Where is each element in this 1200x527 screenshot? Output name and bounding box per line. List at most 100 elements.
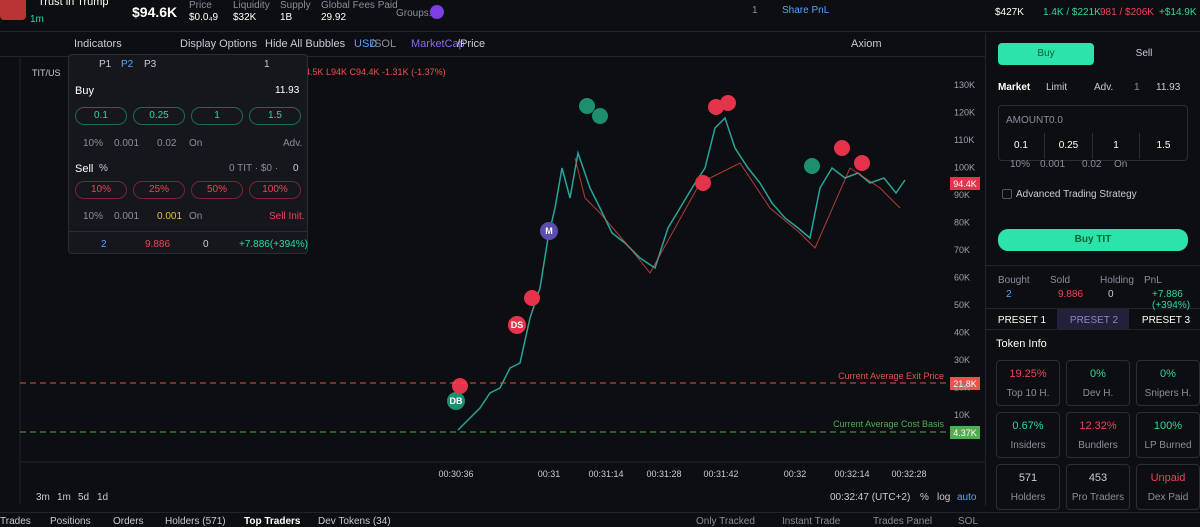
amount-pill[interactable]: 1.5 — [249, 107, 301, 125]
sell-tab[interactable]: Sell — [1135, 48, 1153, 59]
axiom[interactable]: Axiom — [851, 38, 882, 50]
preset-tab[interactable]: P3 — [144, 59, 157, 70]
log[interactable]: log — [937, 492, 951, 503]
info-card — [1136, 360, 1200, 406]
timeframe: 1m — [30, 14, 44, 25]
info-label: LP Burned — [1144, 440, 1192, 451]
divider — [69, 231, 307, 232]
range[interactable]: 1m — [57, 492, 71, 503]
preset[interactable]: PRESET 2 — [1069, 315, 1119, 326]
bubble[interactable] — [540, 222, 558, 240]
order-mode[interactable]: Adv. — [1094, 82, 1114, 93]
token-info[interactable]: Token Info — [996, 338, 1047, 350]
bubble[interactable] — [834, 140, 850, 156]
exit-tag-text: 21.8K — [953, 379, 977, 389]
exit-label: Current Average Exit Price — [838, 371, 944, 381]
bubble[interactable] — [447, 392, 465, 410]
info-value: 571 — [1018, 472, 1038, 484]
sol-label[interactable]: SOL — [374, 38, 397, 50]
range[interactable]: 3m — [36, 492, 50, 503]
bubble[interactable] — [452, 378, 468, 394]
sol[interactable]: /SOL — [371, 38, 397, 50]
buy-tab[interactable]: Buy — [998, 43, 1094, 65]
adv[interactable]: Adv. — [283, 138, 303, 149]
wallets[interactable]: 1 — [1134, 82, 1140, 93]
stat-label: Price — [189, 0, 212, 11]
tab-option[interactable]: Trades Panel — [873, 516, 933, 527]
tab[interactable]: Top Traders — [244, 516, 301, 527]
y-tick-label: 20K — [954, 383, 970, 393]
amount-option[interactable]: 1 — [1093, 133, 1140, 159]
usd[interactable]: USD — [354, 38, 378, 50]
indicators[interactable]: Indicators — [74, 38, 122, 50]
tab[interactable]: Positions — [50, 516, 91, 527]
cost-tag — [950, 426, 980, 439]
bubble[interactable] — [592, 108, 608, 124]
range[interactable]: 5d — [78, 492, 90, 503]
amount-pill[interactable]: 10% — [75, 181, 127, 199]
amount-pill[interactable]: 1 — [191, 107, 243, 125]
amount-pill[interactable]: 100% — [249, 181, 301, 199]
amount-pill[interactable]: 0.25 — [133, 107, 185, 125]
footer-stat: +7.886(+394%) — [239, 239, 308, 250]
amount-option[interactable]: 0.1 — [998, 133, 1045, 159]
range[interactable]: 1d — [97, 492, 109, 503]
bubble[interactable] — [695, 175, 711, 191]
tab-option[interactable]: Instant Trade — [782, 516, 841, 527]
amount-option[interactable]: 0.25 — [1046, 133, 1093, 159]
stat-label: Bought — [998, 275, 1030, 286]
pct[interactable]: % — [920, 492, 929, 503]
preset-tab[interactable]: P1 — [99, 59, 112, 70]
amount-pill[interactable]: 50% — [191, 181, 243, 199]
summary-buys: 1.4K / $221K — [1043, 7, 1101, 18]
sell-init[interactable]: Sell Init. — [269, 211, 305, 222]
strategy[interactable]: Advanced Trading Strategy — [1016, 189, 1137, 200]
preset-tab[interactable]: P2 — [121, 59, 134, 70]
tab-option[interactable]: Only Tracked — [696, 516, 755, 527]
share-pnl[interactable]: Share PnL — [782, 5, 830, 16]
setting: 0.001 — [1040, 159, 1066, 170]
y-tick-label: 40K — [954, 328, 970, 338]
amount-pill[interactable]: 25% — [133, 181, 185, 199]
bubble[interactable] — [854, 155, 870, 171]
display-options[interactable]: Display Options — [180, 38, 258, 50]
preset[interactable]: PRESET 3 — [1141, 315, 1191, 326]
divider — [986, 265, 1200, 266]
price[interactable]: /Price — [457, 38, 486, 50]
checkbox[interactable] — [1002, 189, 1012, 199]
bubble[interactable] — [508, 316, 526, 334]
bubble[interactable] — [579, 98, 595, 114]
tab-option[interactable]: SOL — [958, 516, 979, 527]
preset[interactable]: PRESET 1 — [997, 315, 1047, 326]
cost-label: Current Average Cost Basis — [833, 419, 944, 429]
tab[interactable]: Dev Tokens (34) — [318, 516, 391, 527]
bubble[interactable] — [720, 95, 736, 111]
tab[interactable]: Trades — [0, 516, 31, 527]
watch-count[interactable]: 1 — [752, 5, 758, 16]
buy-button[interactable]: Buy TIT — [998, 229, 1188, 251]
y-tick-label: 90K — [954, 190, 970, 200]
bubble[interactable] — [524, 290, 540, 306]
sell-info: 0 TIT · $0 · — [229, 163, 279, 174]
group-icon[interactable] — [430, 5, 444, 19]
tab[interactable]: Orders — [113, 516, 144, 527]
order-mode[interactable]: Limit — [1046, 82, 1068, 93]
hide-bubbles[interactable]: Hide All Bubbles — [265, 38, 346, 50]
stat-value: 9.886 — [1058, 289, 1084, 300]
bubble[interactable] — [804, 158, 820, 174]
stat-label: Sold — [1050, 275, 1071, 286]
amount-pill[interactable]: 0.1 — [75, 107, 127, 125]
amount-box[interactable] — [998, 105, 1188, 161]
tab[interactable]: Holders (571) — [165, 516, 226, 527]
auto[interactable]: auto — [957, 492, 977, 503]
wallets[interactable]: 1 — [264, 59, 270, 70]
amount-input[interactable]: 0.0 — [1049, 115, 1063, 126]
order-mode[interactable]: Market — [998, 82, 1031, 93]
mcap[interactable]: MarketCap — [411, 38, 465, 50]
sell-mode[interactable]: % — [99, 163, 108, 174]
amount-option[interactable]: 1.5 — [1141, 133, 1188, 159]
setting: 0.02 — [157, 138, 177, 149]
stat-value: 2 — [1006, 289, 1012, 300]
price-label[interactable]: Price — [460, 38, 486, 50]
info-value: 12.32% — [1079, 420, 1117, 432]
